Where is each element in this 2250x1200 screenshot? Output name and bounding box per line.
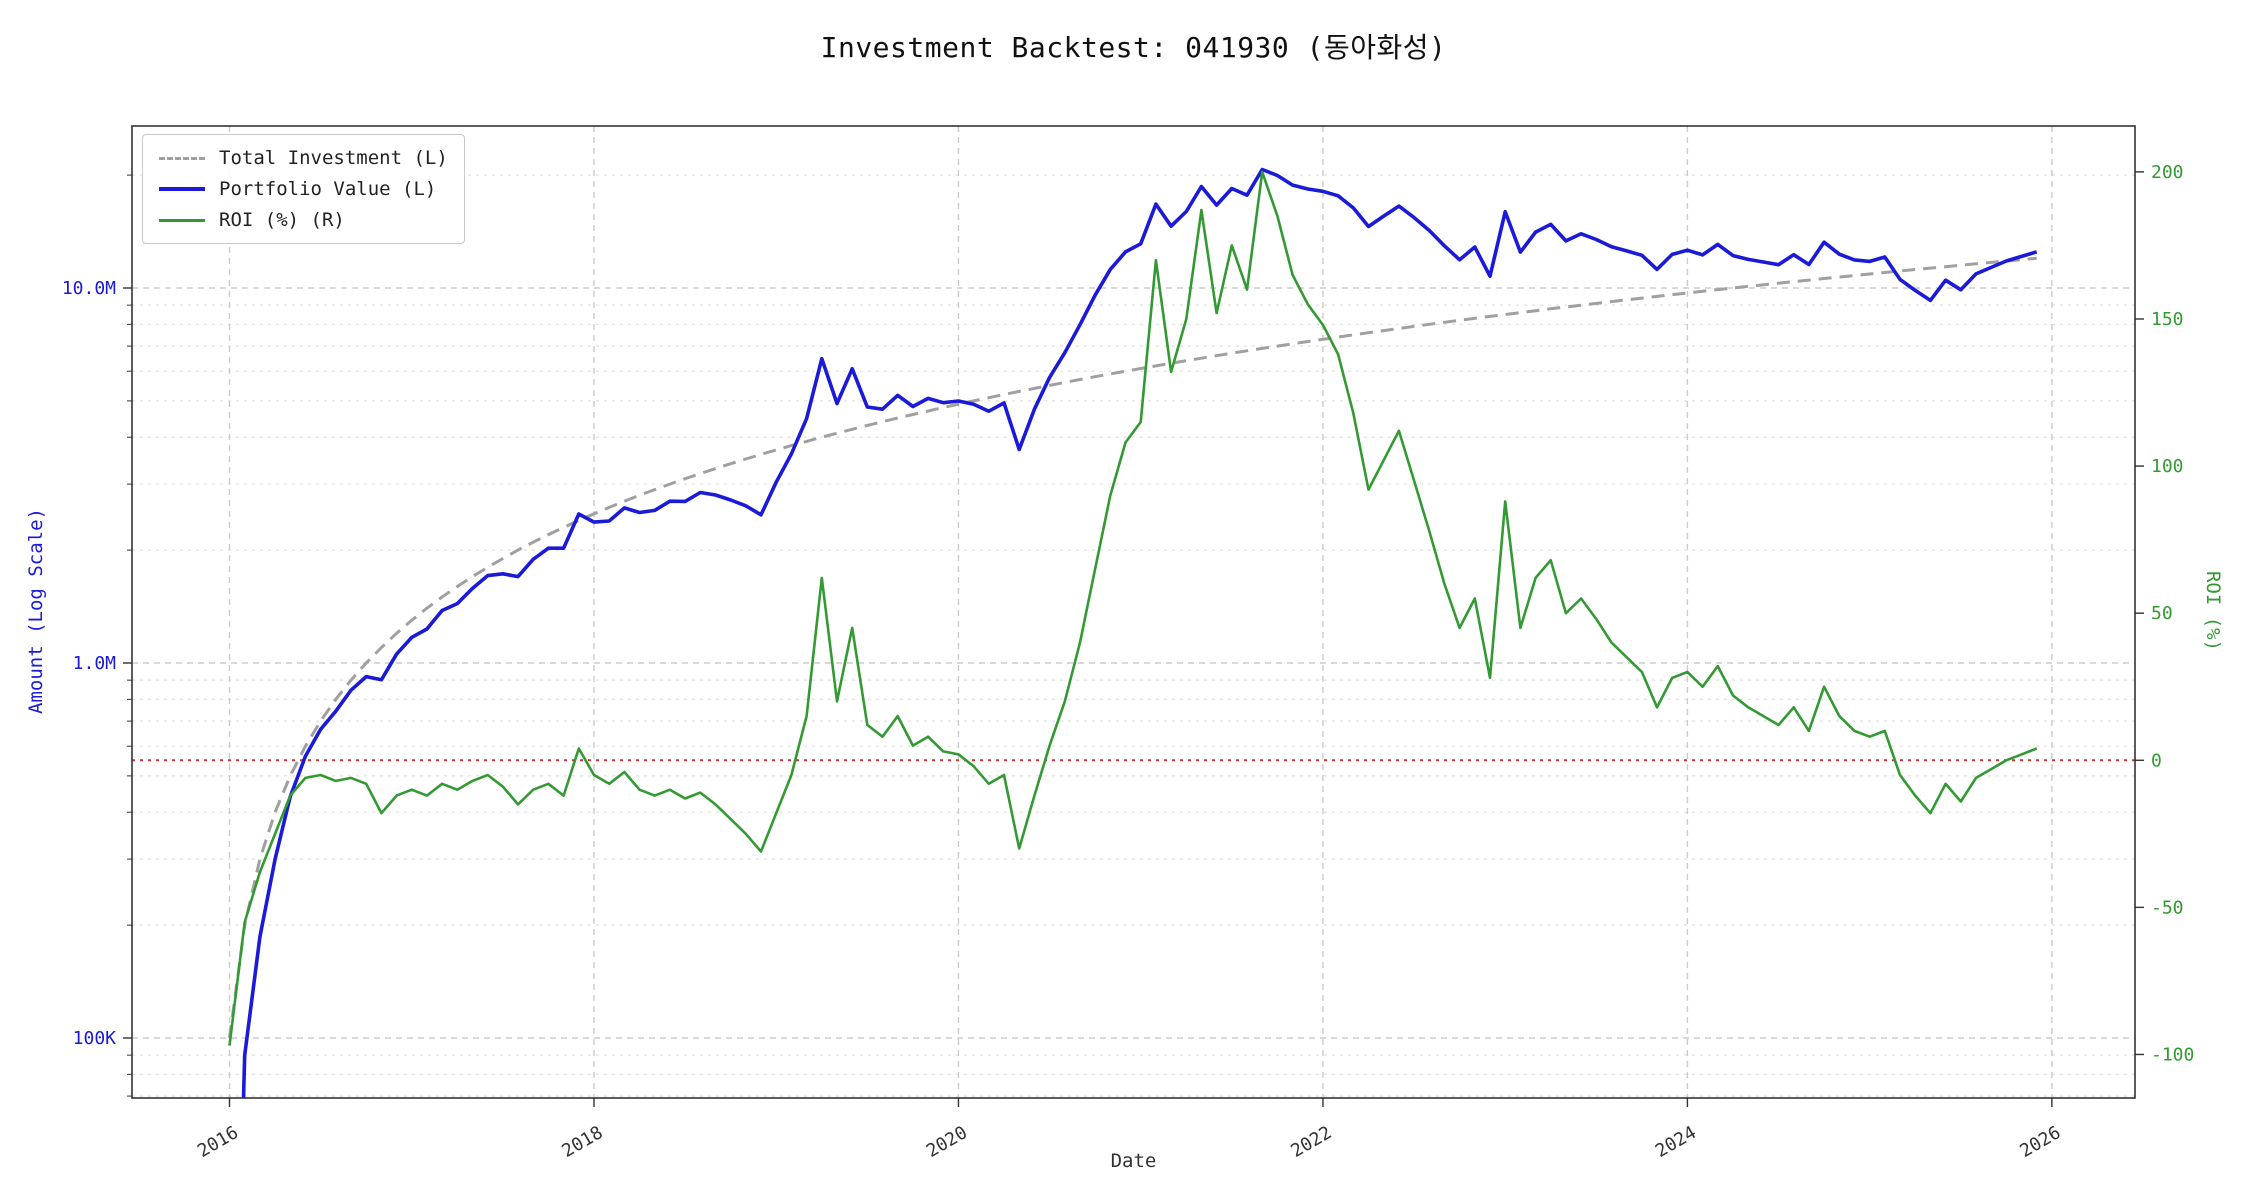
solid-line-icon bbox=[159, 218, 205, 222]
legend-item-total-investment: Total Investment (L) bbox=[159, 147, 448, 169]
left-tick-label: 1.0M bbox=[73, 653, 117, 674]
chart-title: Investment Backtest: 041930 (동아화성) bbox=[820, 31, 1447, 64]
roi-line bbox=[228, 170, 2038, 1046]
tick-marks bbox=[123, 171, 2144, 1107]
right-tick-label: 200 bbox=[2151, 162, 2184, 183]
legend-item-roi: ROI (%) (R) bbox=[159, 209, 448, 231]
legend-label: Portfolio Value (L) bbox=[219, 178, 437, 200]
x-axis-label: Date bbox=[1110, 1150, 1157, 1172]
left-tick-label: 10.0M bbox=[62, 278, 116, 299]
left-tick-label: 100K bbox=[73, 1028, 117, 1049]
right-axis-label: ROI (%) bbox=[2202, 570, 2224, 652]
right-tick-label: -100 bbox=[2151, 1044, 2194, 1065]
total-investment-line bbox=[228, 256, 2037, 1039]
legend-label: ROI (%) (R) bbox=[219, 209, 345, 231]
right-tick-label: 0 bbox=[2151, 750, 2162, 771]
left-axis-label: Amount (Log Scale) bbox=[25, 508, 47, 714]
legend-item-portfolio-value: Portfolio Value (L) bbox=[159, 178, 448, 200]
right-tick-label: 50 bbox=[2151, 603, 2173, 624]
dashed-line-icon bbox=[159, 156, 205, 160]
portfolio-value-line bbox=[241, 167, 2038, 1098]
legend-label: Total Investment (L) bbox=[219, 147, 448, 169]
gridlines bbox=[132, 126, 2135, 1098]
right-tick-label: 150 bbox=[2151, 309, 2184, 330]
right-tick-label: -50 bbox=[2151, 897, 2184, 918]
plot-border bbox=[131, 125, 2136, 1099]
legend: Total Investment (L) Portfolio Value (L)… bbox=[142, 134, 465, 244]
right-tick-label: 100 bbox=[2151, 456, 2184, 477]
solid-line-icon bbox=[159, 187, 205, 191]
